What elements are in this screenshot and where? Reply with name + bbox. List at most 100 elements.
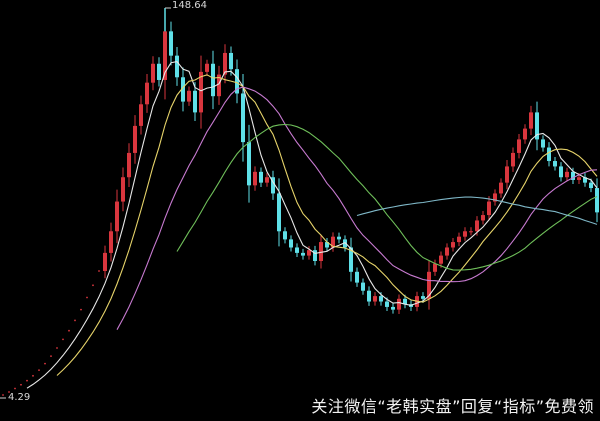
candle-body [163,31,167,80]
low-price-label: 4.29 [8,392,31,403]
ma20-line [116,86,598,330]
candle-body [253,171,257,186]
candle-body [337,236,341,240]
high-price-label: 148.64 [172,0,207,11]
candle-body [445,247,449,256]
candle-body [187,90,191,102]
candle-body [433,263,437,272]
candle-body [109,231,113,253]
candle-body [517,139,521,153]
candle-body [421,296,425,299]
candle-body [505,166,509,183]
ma10-line [56,74,598,376]
candle-body [181,77,185,102]
candle-body [157,63,161,80]
candle-body [241,93,245,143]
candle-body [463,231,467,237]
candle-dot [74,319,76,322]
candle-body [295,247,299,253]
candle-body [349,247,353,272]
candle-body [289,239,293,248]
candle-dot [14,387,16,390]
candle-body [283,231,287,240]
candle-body [535,112,539,140]
candle-dot [56,347,58,349]
candle-body [151,63,155,83]
candle-body [331,236,335,248]
candle-body [403,298,407,305]
candle-body [565,171,569,178]
candle-body [373,296,377,302]
candle-body [235,69,239,94]
candle-body [271,177,275,194]
candle-body [361,282,365,291]
candle-body [457,236,461,243]
candle-body [175,55,179,78]
candle-body [229,52,233,70]
candle-body [571,171,575,180]
candle-dot [38,369,40,372]
candle-body [559,166,563,178]
candle-body [397,298,401,310]
candle-body [391,306,395,310]
candle-body [247,142,251,186]
candle-dot [80,308,82,311]
candle-body [541,139,545,148]
candle-body [577,177,581,180]
candle-body [133,125,137,153]
candle-body [265,177,269,183]
candle-body [205,63,209,72]
watermark-text: 关注微信“老韩实盘”回复“指标”免费领 [311,397,594,416]
candle-body [367,290,371,302]
candle-dot [98,270,100,272]
candle-body [439,255,443,264]
candle-body [475,220,479,232]
candle-body [223,52,227,75]
candle-body [385,301,389,307]
candle-dot [92,284,94,287]
candle-dot [44,362,46,365]
candle-body [145,82,149,105]
candle-body [121,177,125,202]
candle-body [259,171,263,183]
candle-body [325,242,329,248]
candle-body [379,296,383,302]
candle-body [583,177,587,183]
ma60-line [356,196,598,225]
candle-body [277,193,281,232]
candle-body [193,90,197,113]
candle-body [103,252,107,271]
ma30-line [176,123,598,271]
candle-dot [86,296,88,299]
candle-body [469,231,473,233]
candle-dot [32,374,34,377]
candle-body [451,242,455,248]
candle-dot [20,383,22,386]
candle-body [307,250,311,256]
candle-body [319,242,323,261]
candle-body [493,193,497,202]
candle-body [217,74,221,97]
candle-body [127,152,131,178]
candle-dot [2,394,4,396]
candle-body [481,215,485,221]
candle-body [511,152,515,167]
candle-body [355,271,359,283]
candle-body [487,201,491,216]
candle-body [343,239,347,248]
candle-body [169,31,173,56]
candle-body [553,161,557,167]
candle-body [589,182,593,189]
candle-body [523,128,527,140]
ma5-line [26,60,598,389]
candle-body [547,147,551,162]
candle-body [313,250,317,261]
candle-dot [62,338,64,341]
candle-dot [68,329,70,332]
candle-body [301,252,305,256]
candle-body [529,112,533,129]
candle-body [139,104,143,126]
candle-dot [8,391,10,393]
